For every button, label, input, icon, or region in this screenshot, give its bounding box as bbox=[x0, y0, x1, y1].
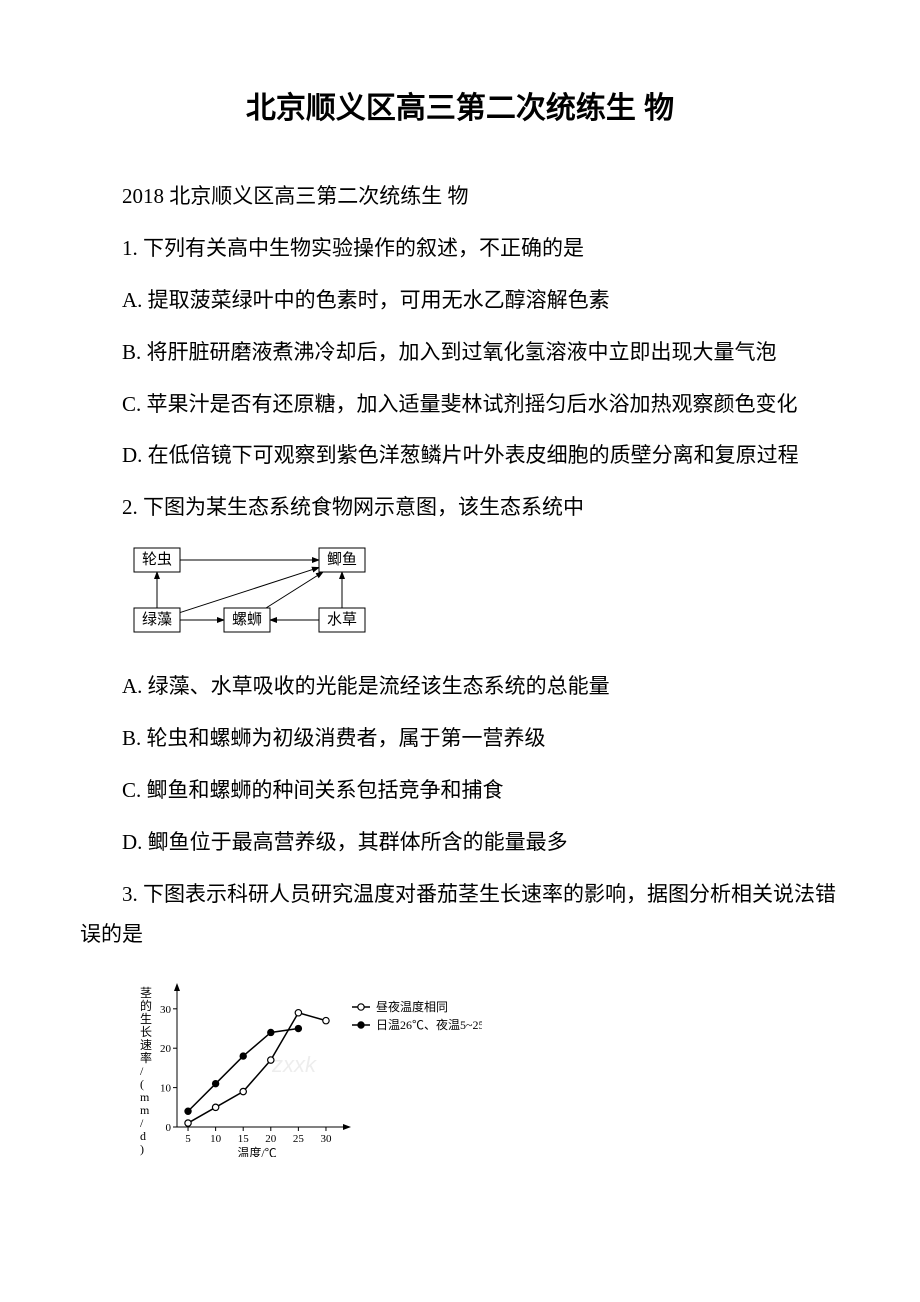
legend-label: 日温26℃、夜温5~25℃ bbox=[376, 1017, 482, 1032]
subtitle: 2018 北京顺义区高三第二次统练生 物 bbox=[80, 177, 840, 217]
food-web-node-label: 轮虫 bbox=[142, 551, 172, 568]
q1-option-c: C. 苹果汁是否有还原糖，加入适量斐林试剂摇匀后水浴加热观察颜色变化 bbox=[80, 385, 840, 425]
y-axis-label: 茎的生长速率/(mm/d) bbox=[140, 986, 152, 1156]
growth-rate-chart: zxxk 5 10 15 20 25 30 0 10 20 30 温度/℃ 茎的生长速率/(mm/d) 昼… bbox=[122, 967, 840, 1157]
food-web-node-label: 螺蛳 bbox=[232, 611, 262, 628]
food-web-edge bbox=[180, 568, 319, 613]
chart-marker bbox=[185, 1119, 191, 1125]
watermark: zxxk bbox=[271, 1052, 317, 1077]
y-tick-label: 20 bbox=[160, 1043, 172, 1055]
chart-marker bbox=[212, 1080, 218, 1086]
y-tick-label: 30 bbox=[160, 1003, 172, 1015]
q1-option-b: B. 将肝脏研磨液煮沸冷却后，加入到过氧化氢溶液中立即出现大量气泡 bbox=[80, 333, 840, 373]
food-web-node-label: 鲫鱼 bbox=[327, 550, 357, 568]
x-tick-label: 10 bbox=[210, 1133, 222, 1145]
chart-marker bbox=[268, 1056, 274, 1062]
q2-option-c: C. 鲫鱼和螺蛳的种间关系包括竞争和捕食 bbox=[80, 771, 840, 811]
chart-marker bbox=[295, 1025, 301, 1031]
food-web-node-label: 水草 bbox=[327, 611, 357, 628]
x-tick-label: 5 bbox=[185, 1133, 191, 1145]
q3-stem: 3. 下图表示科研人员研究温度对番茄茎生长速率的影响，据图分析相关说法错误的是 bbox=[80, 875, 840, 955]
q1-option-a: A. 提取菠菜绿叶中的色素时，可用无水乙醇溶解色素 bbox=[80, 281, 840, 321]
q2-option-d: D. 鲫鱼位于最高营养级，其群体所含的能量最多 bbox=[80, 823, 840, 863]
chart-marker bbox=[212, 1104, 218, 1110]
food-web-node-label: 绿藻 bbox=[142, 611, 172, 628]
q2-option-a: A. 绿藻、水草吸收的光能是流经该生态系统的总能量 bbox=[80, 667, 840, 707]
legend-label: 昼夜温度相同 bbox=[376, 999, 448, 1014]
chart-marker bbox=[185, 1108, 191, 1114]
x-tick-label: 20 bbox=[265, 1133, 277, 1145]
q1-stem: 1. 下列有关高中生物实验操作的叙述，不正确的是 bbox=[80, 229, 840, 269]
x-tick-label: 15 bbox=[238, 1133, 250, 1145]
page-title: 北京顺义区高三第二次统练生 物 bbox=[80, 80, 840, 137]
x-tick-label: 25 bbox=[293, 1133, 305, 1145]
chart-marker bbox=[240, 1088, 246, 1094]
food-web-edge bbox=[266, 572, 323, 608]
food-web-diagram: 轮虫 鲫鱼绿藻 螺蛳 水草 bbox=[122, 540, 840, 655]
q1-option-d: D. 在低倍镜下可观察到紫色洋葱鳞片叶外表皮细胞的质壁分离和复原过程 bbox=[80, 436, 840, 476]
y-tick-label: 10 bbox=[160, 1082, 172, 1094]
chart-marker bbox=[268, 1029, 274, 1035]
x-axis-label: 温度/℃ bbox=[237, 1145, 276, 1157]
chart-marker bbox=[323, 1017, 329, 1023]
q2-option-b: B. 轮虫和螺蛳为初级消费者，属于第一营养级 bbox=[80, 719, 840, 759]
y-tick-label: 0 bbox=[166, 1122, 172, 1134]
q2-stem: 2. 下图为某生态系统食物网示意图，该生态系统中 bbox=[80, 488, 840, 528]
chart-marker bbox=[240, 1052, 246, 1058]
x-tick-label: 30 bbox=[320, 1133, 332, 1145]
chart-marker bbox=[295, 1009, 301, 1015]
